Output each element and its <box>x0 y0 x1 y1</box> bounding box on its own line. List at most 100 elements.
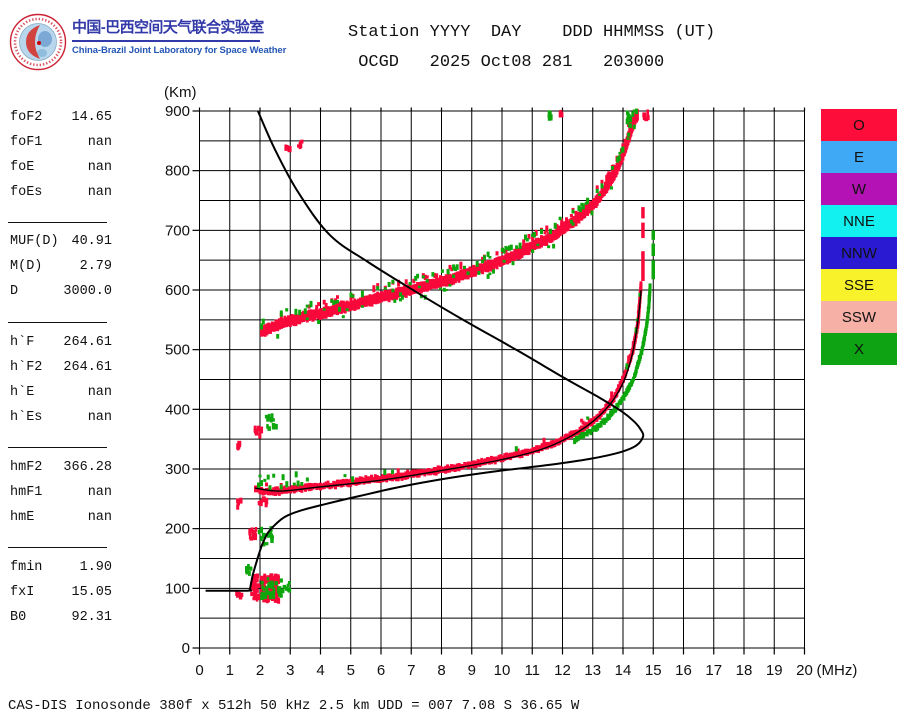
param-label: h`F <box>10 335 35 350</box>
y-tick-label: 300 <box>165 461 190 478</box>
legend-item-ssw: SSW <box>821 301 897 333</box>
legend-item-e: E <box>821 141 897 173</box>
param-group: foF2 14.65 foF1 nan foE nan foEs nan <box>10 110 112 210</box>
x-tick-label: 6 <box>377 662 385 679</box>
param-label: foEs <box>10 185 43 200</box>
lab-title-zh: 中国-巴西空间天气联合实验室 <box>72 19 264 36</box>
echo-type-legend: O E W NNE NNW SSE SSW X <box>821 109 897 365</box>
y-axis-labels: 0 100 200 300 400 500 600 700 800 900 (Km) <box>164 84 197 657</box>
legend-item-o: O <box>821 109 897 141</box>
y-tick-label: 0 <box>182 640 190 657</box>
header-values-line: OCGD 2025 Oct08 281 203000 <box>348 53 665 72</box>
legend-label: SSW <box>841 308 877 326</box>
param-value: nan <box>87 185 112 200</box>
legend-label: W <box>851 180 867 198</box>
x-tick-label: 1 <box>226 662 234 679</box>
param-group: MUF(D) 40.91 M(D) 2.79 D 3000.0 <box>10 234 112 309</box>
param-row-he: h`E nan <box>10 385 112 410</box>
param-value: nan <box>87 510 112 525</box>
legend-item-w: W <box>821 173 897 205</box>
legend-label: SSE <box>843 276 874 294</box>
param-row-hf: h`F 264.61 <box>10 335 112 360</box>
x-tick-label: 12 <box>554 662 571 679</box>
x-tick-label: 9 <box>468 662 476 679</box>
param-value: 2.79 <box>79 259 112 274</box>
cbjlsw-logo <box>9 13 67 71</box>
x-axis-labels: 0 1 2 3 4 5 6 7 8 9 10 11 12 13 14 15 16 17 18 19 20 (MHz) <box>195 662 857 679</box>
param-value: nan <box>87 135 112 150</box>
param-row-hmf2: hmF2 366.28 <box>10 460 112 485</box>
lab-title-en: China-Brazil Joint Laboratory for Space … <box>72 45 287 56</box>
x-tick-label: 16 <box>675 662 692 679</box>
param-label: h`F2 <box>10 360 43 375</box>
true-height-profile-curve <box>205 110 645 592</box>
param-value: nan <box>87 485 112 500</box>
x-tick-label: 8 <box>437 662 445 679</box>
x-tick-label: 13 <box>584 662 601 679</box>
param-value: nan <box>87 160 112 175</box>
param-label: fxI <box>10 585 35 600</box>
scaled-trace-fit-line <box>254 289 642 492</box>
legend-item-sse: SSE <box>821 269 897 301</box>
param-row-hf2: h`F2 264.61 <box>10 360 112 385</box>
title-underline <box>72 40 260 42</box>
x-tick-label: 18 <box>736 662 753 679</box>
legend-label: O <box>853 116 865 134</box>
param-row-mufd: MUF(D) 40.91 <box>10 234 112 259</box>
axis-ticks <box>192 107 806 655</box>
param-label: hmF2 <box>10 460 43 475</box>
y-tick-label: 600 <box>165 282 190 299</box>
x-tick-label: 0 <box>195 662 203 679</box>
brand-header: 中国-巴西空间天气联合实验室 China-Brazil Joint Labora… <box>8 12 328 74</box>
y-tick-label: 400 <box>165 401 190 418</box>
param-row-fof1: foF1 nan <box>10 135 112 160</box>
x-tick-label: 20 <box>796 662 813 679</box>
x-tick-label: 2 <box>256 662 264 679</box>
param-row-foe: foE nan <box>10 160 112 185</box>
param-value: nan <box>87 385 112 400</box>
x-tick-label: 11 <box>524 662 540 679</box>
x-mode-echoes <box>245 108 655 601</box>
param-value: 15.05 <box>71 585 112 600</box>
param-row-b0: B0 92.31 <box>10 610 112 635</box>
param-label: B0 <box>10 610 27 625</box>
parameter-panel: foF2 14.65 foF1 nan foE nan foEs nan MUF(D) 40.91… <box>0 0 130 660</box>
param-value: nan <box>87 410 112 425</box>
x-tick-label: 19 <box>766 662 783 679</box>
x-tick-label: 17 <box>705 662 722 679</box>
param-label: foE <box>10 160 35 175</box>
header-columns-line: Station YYYY DAY DDD HHMMSS (UT) <box>348 23 716 42</box>
o-mode-echoes <box>235 108 650 604</box>
x-tick-label: 10 <box>494 662 511 679</box>
x-tick-label: 14 <box>615 662 632 679</box>
legend-item-x: X <box>821 333 897 365</box>
param-value: 3000.0 <box>63 284 112 299</box>
param-label: D <box>10 284 19 299</box>
param-group: hmF2 366.28 hmF1 nan hmE nan <box>10 460 112 535</box>
param-label: foF1 <box>10 135 43 150</box>
legend-label: NNE <box>843 212 875 230</box>
x-tick-label: 3 <box>286 662 294 679</box>
legend-label: NNW <box>841 244 877 262</box>
logo-landmass-2 <box>37 49 47 57</box>
param-row-fmin: fmin 1.90 <box>10 560 112 585</box>
y-tick-label: 100 <box>165 580 190 597</box>
param-separator <box>8 322 107 323</box>
param-label: hmF1 <box>10 485 43 500</box>
logo-text-ring <box>13 17 63 67</box>
legend-label: E <box>853 148 864 166</box>
logo-center-dot <box>37 41 41 45</box>
y-tick-label: 900 <box>165 103 190 120</box>
param-separator <box>8 447 107 448</box>
param-label: fmin <box>10 560 43 575</box>
x-tick-label: 5 <box>347 662 355 679</box>
param-group: fmin 1.90 fxI 15.05 B0 92.31 <box>10 560 112 635</box>
param-value: 366.28 <box>63 460 112 475</box>
x-tick-label: 15 <box>645 662 662 679</box>
param-separator <box>8 222 107 223</box>
param-label: hmE <box>10 510 35 525</box>
param-separator <box>8 547 107 548</box>
param-row-foes: foEs nan <box>10 185 112 210</box>
param-label: foF2 <box>10 110 43 125</box>
